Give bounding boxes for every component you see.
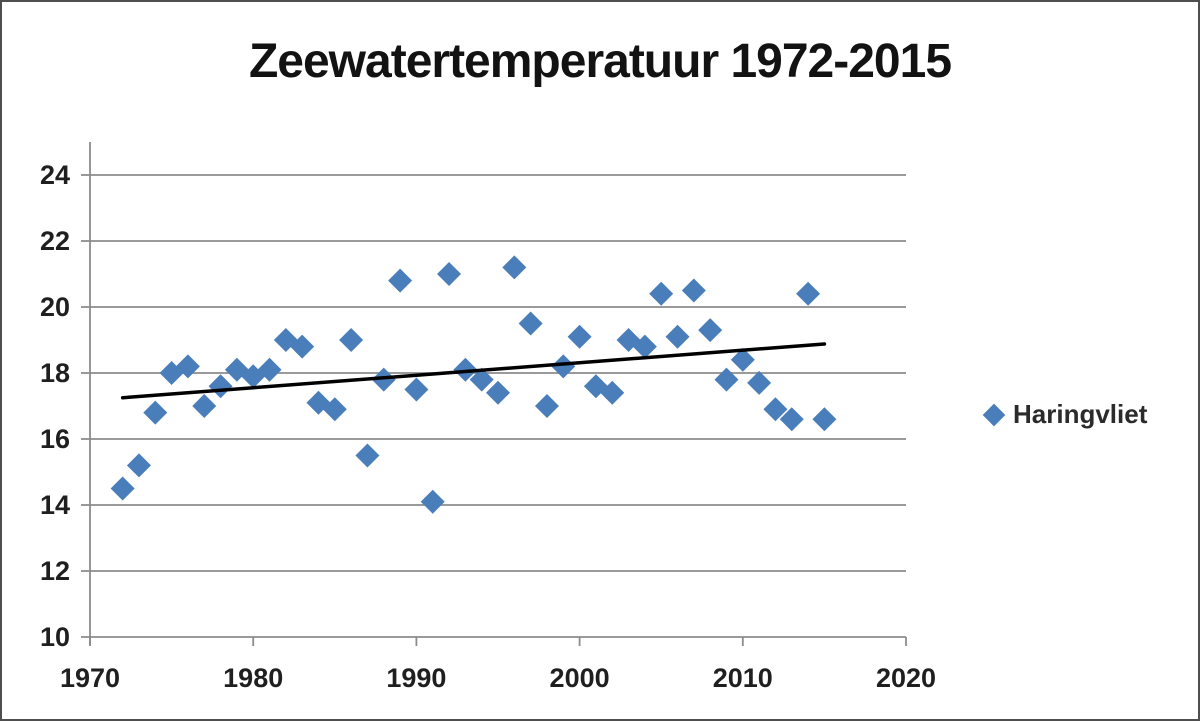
data-point-2013 <box>779 407 804 432</box>
data-point-1995 <box>486 380 510 405</box>
y-tick-label-14: 14 <box>40 490 70 520</box>
y-tick-label-22: 22 <box>40 226 70 256</box>
data-point-1989 <box>388 268 413 293</box>
data-point-1974 <box>143 400 168 425</box>
chart-title: Zeewatertemperatuur 1972-2015 <box>248 35 952 88</box>
legend-diamond-marker-icon <box>982 403 1006 426</box>
data-point-1976 <box>175 354 200 379</box>
x-tick-label-2000: 2000 <box>550 663 610 693</box>
y-tick-label-10: 10 <box>40 622 70 652</box>
data-point-1978 <box>208 374 233 399</box>
data-point-1972 <box>110 476 135 501</box>
data-point-1991 <box>420 489 445 514</box>
x-tick-label-1980: 1980 <box>223 663 283 693</box>
x-tick-label-2020: 2020 <box>876 663 936 693</box>
legend: Haringvliet <box>982 399 1148 430</box>
data-point-1985 <box>322 397 347 422</box>
y-tick-label-18: 18 <box>40 358 70 388</box>
data-point-1990 <box>404 377 429 402</box>
data-point-2014 <box>796 281 821 306</box>
x-tick-label-1970: 1970 <box>60 663 120 693</box>
y-tick-label-12: 12 <box>40 556 70 586</box>
data-point-1988 <box>371 367 396 392</box>
data-point-2000 <box>567 324 592 349</box>
data-point-1983 <box>290 334 315 359</box>
x-tick-label-2010: 2010 <box>713 663 773 693</box>
data-point-1998 <box>534 394 559 418</box>
data-point-2015 <box>812 407 837 432</box>
data-point-2007 <box>681 278 706 303</box>
data-point-1996 <box>502 255 527 280</box>
data-point-2002 <box>600 380 625 405</box>
data-point-2012 <box>763 397 788 422</box>
data-point-2008 <box>698 318 723 343</box>
data-point-2009 <box>714 367 739 392</box>
data-point-1997 <box>518 311 543 336</box>
data-point-1999 <box>551 354 576 379</box>
data-point-1977 <box>192 394 217 418</box>
data-point-1994 <box>469 367 494 392</box>
data-point-2005 <box>649 281 674 306</box>
y-tick-label-16: 16 <box>40 424 70 454</box>
y-tick-label-24: 24 <box>40 160 70 190</box>
data-point-1981 <box>257 357 282 382</box>
data-point-2006 <box>665 324 690 349</box>
data-point-2011 <box>747 370 772 395</box>
data-point-2010 <box>730 347 755 372</box>
y-tick-label-20: 20 <box>40 292 70 322</box>
legend-label: Haringvliet <box>1013 399 1148 429</box>
data-point-1993 <box>453 357 478 382</box>
data-point-1980 <box>241 364 266 389</box>
data-point-1986 <box>339 328 364 352</box>
trendline <box>120 342 827 400</box>
x-tick-label-1990: 1990 <box>386 663 446 693</box>
data-point-1992 <box>437 262 462 286</box>
data-point-1973 <box>126 453 151 478</box>
data-point-2004 <box>632 334 657 359</box>
data-point-1987 <box>355 443 380 468</box>
